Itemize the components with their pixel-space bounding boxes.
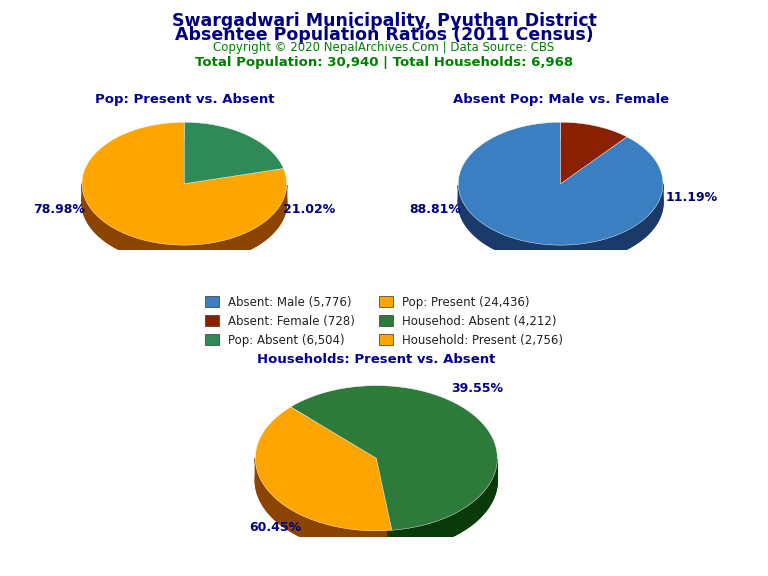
- Polygon shape: [376, 458, 392, 552]
- Title: Absent Pop: Male vs. Female: Absent Pop: Male vs. Female: [452, 93, 669, 106]
- Polygon shape: [291, 385, 498, 530]
- Polygon shape: [561, 122, 627, 184]
- Polygon shape: [458, 122, 663, 245]
- Polygon shape: [458, 141, 663, 264]
- Polygon shape: [291, 407, 498, 552]
- Polygon shape: [184, 122, 283, 184]
- Polygon shape: [392, 459, 498, 552]
- Title: Pop: Present vs. Absent: Pop: Present vs. Absent: [94, 93, 274, 106]
- Polygon shape: [82, 122, 286, 245]
- Text: Absentee Population Ratios (2011 Census): Absentee Population Ratios (2011 Census): [174, 26, 594, 44]
- Text: Swargadwari Municipality, Pyuthan District: Swargadwari Municipality, Pyuthan Distri…: [171, 12, 597, 29]
- Polygon shape: [82, 141, 286, 264]
- Title: Households: Present vs. Absent: Households: Present vs. Absent: [257, 353, 495, 366]
- Text: 60.45%: 60.45%: [249, 521, 301, 534]
- Text: 39.55%: 39.55%: [452, 382, 504, 395]
- Polygon shape: [458, 184, 663, 264]
- Text: Copyright © 2020 NepalArchives.Com | Data Source: CBS: Copyright © 2020 NepalArchives.Com | Dat…: [214, 41, 554, 55]
- Polygon shape: [561, 141, 627, 184]
- Polygon shape: [376, 458, 392, 552]
- Legend: Absent: Male (5,776), Absent: Female (728), Pop: Absent (6,504), Pop: Present (2: Absent: Male (5,776), Absent: Female (72…: [200, 291, 568, 351]
- Text: Total Population: 30,940 | Total Households: 6,968: Total Population: 30,940 | Total Househo…: [195, 56, 573, 69]
- Text: 21.02%: 21.02%: [283, 203, 336, 217]
- Polygon shape: [255, 407, 392, 531]
- Text: 11.19%: 11.19%: [666, 191, 718, 203]
- Polygon shape: [255, 458, 392, 552]
- Polygon shape: [255, 429, 392, 552]
- Text: 78.98%: 78.98%: [33, 203, 85, 217]
- Polygon shape: [184, 141, 283, 187]
- Polygon shape: [82, 184, 286, 264]
- Text: 88.81%: 88.81%: [409, 203, 462, 217]
